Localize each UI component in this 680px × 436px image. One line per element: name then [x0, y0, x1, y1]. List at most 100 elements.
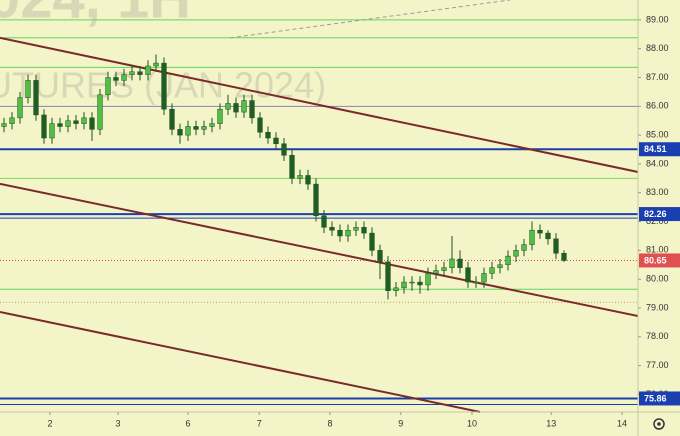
x-tick-label: 6: [185, 418, 190, 428]
candle-body: [113, 77, 119, 81]
candle-body: [305, 175, 311, 185]
x-tick-label: 2: [47, 418, 52, 428]
y-tick-label: 89.00: [646, 14, 669, 24]
candle-body: [249, 100, 255, 119]
candle-body: [273, 137, 279, 145]
y-tick-label: 84.00: [646, 158, 669, 168]
candle-body: [49, 123, 55, 139]
x-tick-label: 10: [467, 418, 477, 428]
x-tick-label: 13: [546, 418, 556, 428]
x-tick-label: 9: [398, 418, 403, 428]
candle-body: [89, 117, 95, 130]
candle-body: [505, 255, 511, 266]
candle-body: [385, 261, 391, 291]
candle-body: [473, 281, 479, 284]
x-tick-label: 14: [617, 418, 627, 428]
candle-body: [529, 229, 535, 245]
candle-body: [1, 123, 7, 127]
candle-body: [449, 258, 455, 268]
candle-body: [137, 71, 143, 75]
candle-body: [417, 281, 423, 286]
candle-body: [57, 123, 63, 127]
candle-body: [169, 108, 175, 130]
settings-icon[interactable]: [653, 418, 665, 430]
price-label: 82.26: [644, 209, 667, 219]
candle-body: [185, 126, 191, 136]
candle-body: [9, 117, 15, 124]
x-tick-label: 3: [115, 418, 120, 428]
candle-body: [105, 77, 111, 96]
candle-body: [81, 117, 87, 124]
trend-line: [0, 36, 639, 173]
candle-body: [297, 175, 303, 179]
y-tick-label: 85.00: [646, 129, 669, 139]
plot: [0, 0, 639, 413]
candle-body: [121, 74, 127, 81]
price-label-box: [639, 253, 680, 268]
candle-body: [337, 229, 343, 237]
candle-body: [489, 267, 495, 274]
candle-body: [313, 183, 319, 217]
trend-line: [229, 0, 511, 39]
candle-body: [537, 229, 543, 234]
candle-body: [257, 117, 263, 133]
candle-body: [465, 267, 471, 283]
candle-body: [369, 232, 375, 251]
candle-body: [209, 123, 215, 127]
candle-body: [545, 232, 551, 240]
candle-body: [409, 281, 415, 284]
candle-body: [497, 264, 503, 268]
candle-body: [321, 215, 327, 228]
candle-body: [393, 287, 399, 291]
candle-body: [193, 126, 199, 130]
watermark-title: 024, 1H: [0, 0, 191, 30]
candle-body: [425, 273, 431, 286]
y-tick-label: 81.00: [646, 245, 669, 255]
price-label-box: [639, 142, 680, 157]
price-label: 84.51: [644, 144, 667, 154]
candle-body: [33, 80, 39, 116]
y-tick-label: 83.00: [646, 187, 669, 197]
candle-body: [225, 103, 231, 110]
candle-body: [265, 131, 271, 139]
candle-body: [441, 267, 447, 271]
candle-body: [41, 114, 47, 139]
candle-body: [481, 273, 487, 283]
candle-body: [345, 229, 351, 237]
candle-body: [153, 62, 159, 67]
price-label-box: [639, 391, 680, 406]
candle-body: [361, 227, 367, 234]
candle-body: [145, 65, 151, 75]
candle-body: [457, 258, 463, 268]
trend-line: [0, 311, 481, 413]
candle-body: [73, 120, 79, 124]
candle-body: [177, 129, 183, 136]
candle-body: [289, 155, 295, 179]
candle-body: [25, 80, 31, 98]
candle-body: [521, 244, 527, 251]
candle-body: [553, 238, 559, 254]
x-tick-label: 8: [327, 418, 332, 428]
candle-body: [241, 100, 247, 113]
trend-line: [0, 182, 639, 318]
candle-body: [561, 253, 567, 261]
candle-body: [17, 97, 23, 119]
price-label-box: [639, 207, 680, 222]
candle-body: [161, 62, 167, 110]
y-tick-label: 78.00: [646, 331, 669, 341]
candle-body: [201, 126, 207, 130]
candle-body: [97, 94, 103, 130]
candle-body: [281, 143, 287, 156]
y-tick-label: 86.00: [646, 101, 669, 111]
candle-body: [233, 103, 239, 113]
candle-body: [377, 250, 383, 263]
price-label: 80.65: [644, 255, 667, 265]
candle-body: [433, 270, 439, 274]
candle-body: [401, 281, 407, 289]
candle-body: [513, 250, 519, 257]
y-tick-label: 88.00: [646, 43, 669, 53]
y-tick-label: 80.00: [646, 274, 669, 284]
price-label: 75.86: [644, 393, 667, 403]
candle-body: [329, 227, 335, 231]
